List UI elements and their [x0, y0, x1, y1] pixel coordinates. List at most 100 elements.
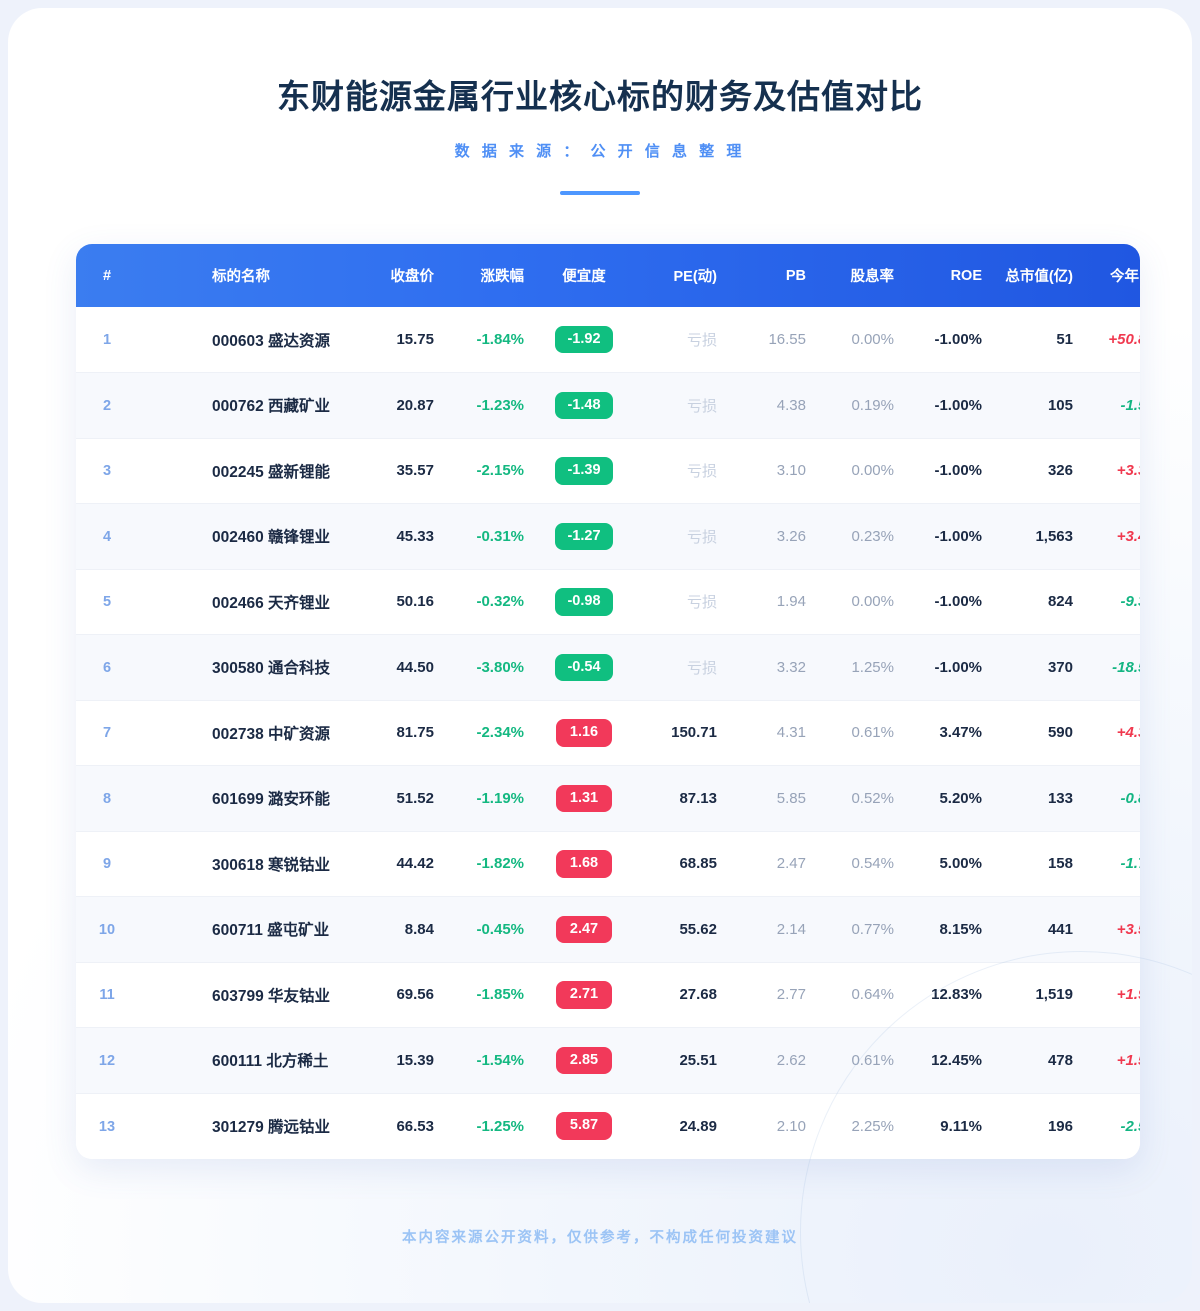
- row-pe: 亏损: [630, 307, 740, 373]
- row-cheapness: -1.39: [538, 438, 630, 504]
- row-pe: 24.89: [630, 1093, 740, 1159]
- row-roe-text: -1.00%: [934, 396, 982, 414]
- row-pe-text: 55.62: [679, 920, 717, 938]
- column-header-close-price[interactable]: 收盘价: [390, 269, 435, 285]
- column-header-roe[interactable]: ROE: [950, 267, 982, 284]
- row-change-pct: -1.23%: [448, 373, 538, 439]
- cheapness-badge: 1.16: [556, 719, 612, 747]
- row-roe-text: 12.83%: [931, 986, 982, 1004]
- row-ytd: -1.52%: [1086, 373, 1140, 439]
- title-divider: [560, 191, 640, 195]
- row-index: 7: [76, 700, 138, 766]
- row-stock-name-text: 603799 华友钴业: [212, 987, 331, 1005]
- row-pe-text: 25.51: [679, 1051, 717, 1069]
- row-pe-text: 24.89: [679, 1117, 717, 1135]
- column-header-change-pct[interactable]: 涨跌幅: [480, 269, 525, 285]
- row-index: 2: [76, 373, 138, 439]
- row-close-price-text: 45.33: [396, 527, 434, 545]
- table-row[interactable]: 2 000762 西藏矿业 20.87 -1.23% -1.48 亏损 4.38 0.19% -…: [76, 372, 1140, 439]
- table-row[interactable]: 11 603799 华友钴业 69.56 -1.85% 2.71 27.68 2.77 0.6…: [76, 962, 1140, 1028]
- row-dividend-text: 0.54%: [851, 855, 894, 873]
- row-market-cap: 196: [996, 1093, 1086, 1159]
- cheapness-badge: 2.47: [556, 915, 612, 943]
- row-dividend: 0.64%: [820, 962, 908, 1028]
- row-ytd: -2.56%: [1086, 1093, 1140, 1159]
- row-dividend: 0.19%: [820, 373, 908, 439]
- row-pe: 亏损: [630, 635, 740, 701]
- row-index-text: 8: [102, 790, 112, 807]
- row-market-cap-text: 326: [1047, 462, 1073, 480]
- row-market-cap-text: 1,519: [1035, 986, 1073, 1004]
- row-change-pct-text: -2.34%: [476, 724, 524, 742]
- column-header-pb[interactable]: PB: [785, 267, 806, 284]
- row-index-text: 10: [98, 921, 116, 938]
- row-pe: 27.68: [630, 962, 740, 1028]
- row-dividend-text: 1.25%: [851, 658, 894, 676]
- row-index-text: 2: [102, 397, 112, 414]
- row-roe: 12.45%: [908, 1028, 996, 1094]
- row-index: 13: [76, 1093, 138, 1159]
- row-cheapness: -0.54: [538, 635, 630, 701]
- row-market-cap: 824: [996, 569, 1086, 635]
- table-row[interactable]: 5 002466 天齐锂业 50.16 -0.32% -0.98 亏损 1.94 0.00% -…: [76, 569, 1140, 635]
- row-dividend-text: 0.52%: [851, 789, 894, 807]
- row-change-pct-text: -0.31%: [476, 527, 524, 545]
- row-ytd-text: +3.42%: [1116, 527, 1140, 545]
- table-row[interactable]: 3 002245 盛新锂能 35.57 -2.15% -1.39 亏损 3.10 0.00% -…: [76, 438, 1140, 504]
- row-cheapness: 2.71: [538, 962, 630, 1028]
- row-stock-name-text: 300618 寒锐钴业: [212, 856, 331, 874]
- table-row[interactable]: 9 300618 寒锐钴业 44.42 -1.82% 1.68 68.85 2.47 0.54…: [76, 831, 1140, 897]
- cheapness-badge: 2.71: [556, 981, 612, 1009]
- row-dividend-text: 0.00%: [851, 593, 894, 611]
- row-pb-text: 2.77: [776, 986, 806, 1004]
- row-pe-text: 亏损: [686, 332, 717, 349]
- column-header-dividend[interactable]: 股息率: [850, 269, 895, 285]
- row-pb-text: 4.31: [776, 724, 806, 742]
- row-ytd: +3.42%: [1086, 504, 1140, 570]
- row-ytd-text: +1.95%: [1116, 986, 1140, 1004]
- row-pe-text: 87.13: [679, 789, 717, 807]
- row-stock-name: 002460 赣锋锂业: [138, 504, 353, 570]
- cheapness-badge: -0.98: [555, 588, 613, 616]
- row-ytd: -18.51%: [1086, 635, 1140, 701]
- column-header-name[interactable]: 标的名称: [212, 269, 270, 285]
- row-close-price: 44.50: [353, 635, 448, 701]
- row-roe-text: 12.45%: [931, 1051, 982, 1069]
- row-market-cap: 158: [996, 831, 1086, 897]
- row-index-text: 6: [102, 659, 112, 676]
- row-change-pct: -0.32%: [448, 569, 538, 635]
- table-row[interactable]: 1 000603 盛达资源 15.75 -1.84% -1.92 亏损 16.55 0.00%…: [76, 307, 1140, 373]
- column-header-market-cap[interactable]: 总市值(亿): [1005, 269, 1073, 285]
- row-change-pct: -1.82%: [448, 831, 538, 897]
- row-ytd-text: -1.52%: [1120, 396, 1140, 414]
- row-index: 11: [76, 962, 138, 1028]
- column-header-ytd[interactable]: 今年以来: [1110, 269, 1140, 285]
- table-row[interactable]: 4 002460 赣锋锂业 45.33 -0.31% -1.27 亏损 3.26 0.23% -…: [76, 503, 1140, 570]
- row-stock-name-text: 000762 西藏矿业: [212, 398, 331, 416]
- table-row[interactable]: 12 600111 北方稀土 15.39 -1.54% 2.85 25.51 2.62 0.6…: [76, 1027, 1140, 1094]
- table-row[interactable]: 8 601699 潞安环能 51.52 -1.19% 1.31 87.13 5.85 0.52…: [76, 765, 1140, 832]
- table-row[interactable]: 6 300580 通合科技 44.50 -3.80% -0.54 亏损 3.32 1.25% -…: [76, 634, 1140, 701]
- row-stock-name-text: 002466 天齐锂业: [212, 594, 331, 612]
- row-dividend-text: 2.25%: [851, 1117, 894, 1135]
- table-row[interactable]: 7 002738 中矿资源 81.75 -2.34% 1.16 150.71 4.31 0.6…: [76, 700, 1140, 766]
- row-cheapness: 1.31: [538, 766, 630, 832]
- row-cheapness: -0.98: [538, 569, 630, 635]
- column-header-index[interactable]: #: [102, 267, 112, 284]
- comparison-table: # 标的名称 收盘价 涨跌幅 便宜度 PE(动) PB 股息率 ROE 总市值(…: [76, 244, 1140, 1159]
- column-header-pe[interactable]: PE(动): [673, 269, 718, 285]
- row-pe-text: 亏损: [686, 659, 717, 677]
- row-roe-text: 3.47%: [939, 724, 982, 742]
- column-header-cheapness[interactable]: 便宜度: [562, 269, 606, 285]
- row-index-text: 12: [98, 1052, 116, 1069]
- row-pe: 亏损: [630, 504, 740, 570]
- row-change-pct: -0.31%: [448, 504, 538, 570]
- row-market-cap: 478: [996, 1028, 1086, 1094]
- row-change-pct: -1.25%: [448, 1093, 538, 1159]
- row-stock-name-text: 600111 北方稀土: [212, 1053, 329, 1071]
- table-row[interactable]: 10 600711 盛屯矿业 8.84 -0.45% 2.47 55.62 2.14 0.77…: [76, 896, 1140, 962]
- table-row[interactable]: 13 301279 腾远钴业 66.53 -1.25% 5.87 24.89 2.10 2.2…: [76, 1093, 1140, 1159]
- row-change-pct-text: -2.15%: [476, 462, 524, 480]
- row-dividend: 0.61%: [820, 700, 908, 766]
- row-pb: 4.38: [740, 373, 820, 439]
